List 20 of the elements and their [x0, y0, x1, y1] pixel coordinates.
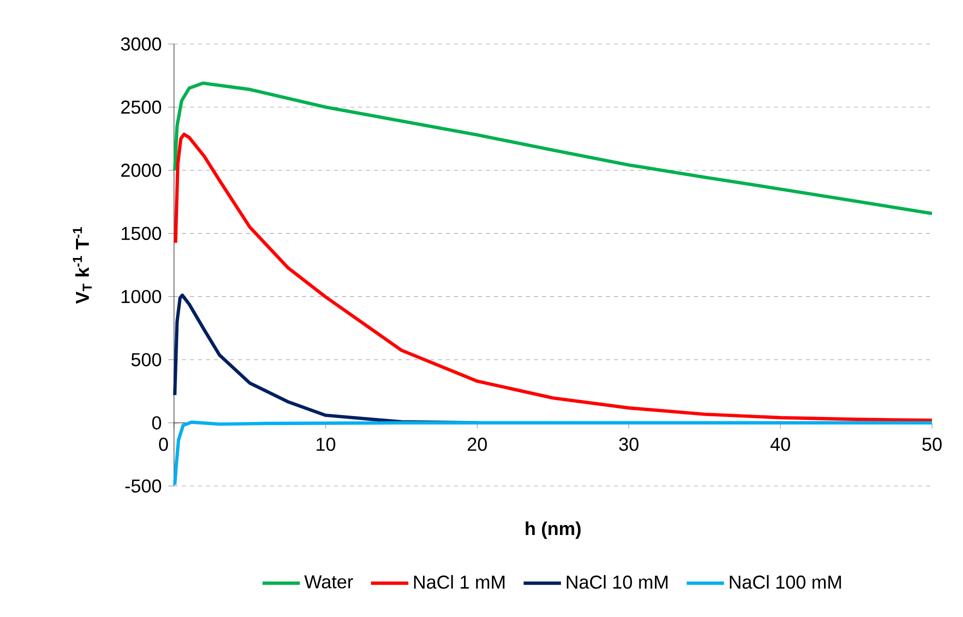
x-tick-label: 10: [316, 438, 336, 451]
legend-label: Water: [304, 575, 353, 588]
y-tick-label: 2000: [121, 164, 162, 177]
x-tick-label: 30: [619, 438, 638, 451]
legend-label: NaCl 100 mM: [730, 575, 841, 589]
y-tick-label: -500: [125, 479, 162, 493]
x-tick-label: 50: [922, 438, 942, 451]
y-tick-label: 500: [131, 353, 162, 366]
y-tick-label: 1500: [122, 226, 162, 240]
x-tick-label: 40: [770, 438, 790, 451]
line-series: [173, 81, 934, 216]
y-tick-label: 1000: [122, 290, 162, 304]
x-tick-label: 20: [468, 438, 487, 451]
y-tick-label: 3000: [121, 37, 162, 51]
y-axis-title: V$_{T}$ k$^{-1}$ T$^{-1}$: [72, 227, 92, 304]
y-tick-label: 2500: [121, 100, 162, 114]
legend-label: NaCl 10 mM: [566, 575, 668, 589]
y-tick-label: 0: [152, 416, 162, 430]
x-axis-title: h (nm): [526, 521, 581, 539]
legend-label: NaCl 1 mM: [414, 575, 504, 589]
